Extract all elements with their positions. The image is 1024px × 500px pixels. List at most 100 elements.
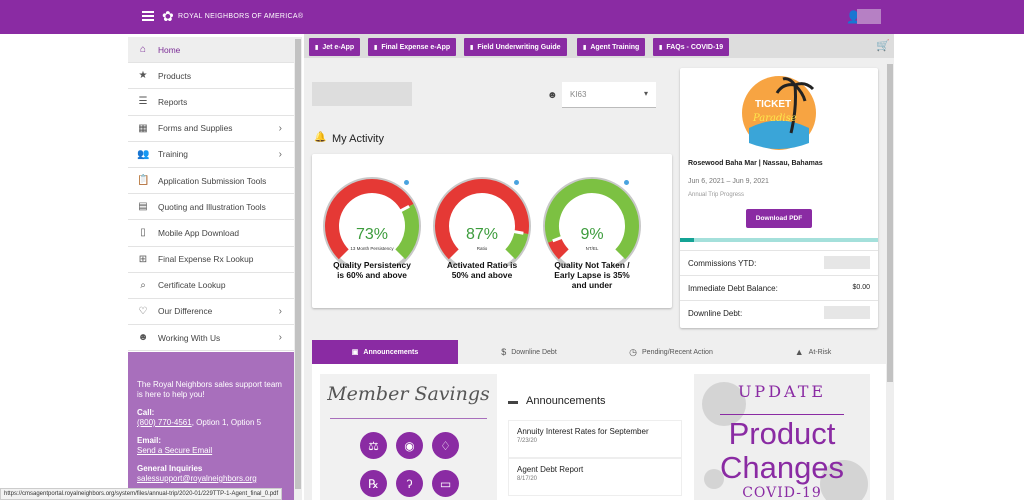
search-icon: ⌕: [140, 279, 146, 291]
secure-email-link[interactable]: Send a Secure Email: [137, 446, 213, 455]
brand-logo[interactable]: ✿ ROYAL NEIGHBORS OF AMERICA®: [162, 8, 304, 24]
chevron-right-icon: ›: [278, 148, 282, 160]
star-icon: ★: [138, 70, 148, 82]
sidebar-scrollbar[interactable]: [294, 37, 302, 500]
sidebar-item-label: Certificate Lookup: [158, 280, 226, 291]
email-label: Email:: [137, 436, 162, 445]
sidebar-item-label: Quoting and Illustration Tools: [158, 201, 266, 212]
sidebar-item-label: Products: [158, 70, 192, 81]
sidebar-item-training[interactable]: 👥 Training ›: [128, 142, 294, 168]
update-text: UPDATE: [737, 382, 827, 401]
tab-at-risk[interactable]: ▲ At-Risk: [794, 347, 832, 357]
gauge-sub: 13 Month Persistency: [350, 246, 394, 251]
main-content: Jet e-App Final Expense e-App Field Unde…: [304, 34, 894, 500]
agent-training-button[interactable]: Agent Training: [577, 38, 646, 56]
people-icon: 👥: [137, 148, 150, 160]
downline-debt-row: Downline Debt:: [680, 300, 878, 325]
user-menu[interactable]: [857, 9, 881, 24]
pill-icon: ℞: [360, 470, 387, 497]
gauge-caption: Quality Persistency is 60% and above: [333, 260, 411, 280]
dollar-icon: $: [501, 347, 507, 357]
sidebar-item-label: Our Difference: [158, 306, 213, 317]
gavel-icon: ⚖: [360, 432, 387, 459]
gauge-caption: Quality Not Taken / Early Lapse is 35% and…: [554, 260, 630, 290]
ear-icon: ʔ: [396, 470, 423, 497]
sidebar-item-label: Mobile App Download: [158, 227, 240, 238]
tooth-icon: ♢: [432, 432, 459, 459]
product-changes-card[interactable]: UPDATE Product Changes COVID-19: [694, 374, 870, 500]
sidebar-item-application-submission-tools[interactable]: 📋 Application Submission Tools: [128, 168, 294, 195]
member-savings-card[interactable]: Member Savings ⚖ ◉ ♢ ℞ ʔ ▭: [320, 374, 497, 500]
sidebar-item-label: Reports: [158, 96, 188, 107]
faqs-covid-button[interactable]: FAQs - COVID-19: [653, 38, 730, 56]
bell-icon: 🔔: [314, 132, 327, 143]
gauge-sub: NT/EL: [585, 246, 599, 251]
sidebar-item-label: Forms and Supplies: [158, 123, 233, 134]
sidebar: ⌂ Home ★ Products ☰ Reports ▦ Forms and Supplie…: [128, 37, 294, 500]
trip-title: Rosewood Baha Mar | Nassau, Bahamas: [688, 160, 823, 167]
virus-graphic: [702, 382, 868, 500]
sidebar-item-label: Final Expense Rx Lookup: [158, 254, 254, 265]
status-bar-url: https://cmsagentportal.royalneighbors.or…: [0, 488, 283, 500]
sidebar-item-our-difference[interactable]: ♡ Our Difference ›: [128, 299, 294, 326]
tab-pending[interactable]: ◷ Pending/Recent Action: [629, 346, 713, 357]
sidebar-item-home[interactable]: ⌂ Home: [128, 37, 294, 64]
download-pdf-button[interactable]: Download PDF: [746, 209, 812, 228]
field-underwriting-guide-button[interactable]: Field Underwriting Guide: [464, 38, 567, 56]
announcement-item[interactable]: Annuity Interest Rates for September 7/23…: [508, 420, 682, 458]
home-icon: ⌂: [139, 44, 147, 56]
debt-balance-row: Immediate Debt Balance: $0.00: [680, 275, 878, 300]
flower-icon: ✿: [162, 8, 175, 24]
info-icon[interactable]: [514, 180, 519, 185]
list-icon: ☰: [138, 96, 148, 108]
phone-icon: ▯: [140, 227, 146, 239]
info-icon[interactable]: [624, 180, 629, 185]
trip-logo: TICKET Paradise: [742, 76, 816, 150]
debt-balance-value: $0.00: [852, 284, 870, 291]
main-scrollbar[interactable]: [886, 60, 894, 500]
gauge-value: 73%: [355, 226, 389, 243]
sidebar-item-quoting-and-illustration-tools[interactable]: ▤ Quoting and Illustration Tools: [128, 194, 294, 221]
info-icon[interactable]: [404, 180, 409, 185]
clock-icon: ◷: [629, 346, 638, 357]
tab-announcements[interactable]: ▣ Announcements: [312, 340, 458, 364]
agent-name: [312, 82, 412, 106]
chat-icon: ▬: [508, 396, 518, 407]
activity-card: 73% 13 Month Persistency Quality Persisten…: [312, 154, 672, 308]
card-icon: ▭: [432, 470, 459, 497]
sidebar-item-mobile-app-download[interactable]: ▯ Mobile App Download: [128, 220, 294, 247]
warning-icon: ▲: [794, 347, 804, 357]
gauge-caption: Activated Ratio is 50% and above: [446, 260, 518, 280]
gauge: 9% NT/EL Quality Not Taken / Early Lapse is…: [542, 176, 642, 290]
grid-icon: ▦: [138, 122, 148, 134]
gauge-value: 87%: [465, 226, 499, 243]
heart-icon: ♡: [138, 305, 148, 317]
phone-link[interactable]: (800) 770-4561: [137, 418, 192, 427]
sidebar-item-products[interactable]: ★ Products: [128, 63, 294, 90]
announcement-item[interactable]: Agent Debt Report 8/17/20: [508, 458, 682, 496]
smile-icon: ☻: [137, 332, 149, 344]
final-expense-eapp-button[interactable]: Final Expense e-App: [368, 38, 457, 56]
cart-icon[interactable]: 🛒: [876, 40, 890, 52]
trip-progress-bar: [680, 238, 878, 242]
agent-select[interactable]: KI63: [562, 82, 656, 108]
member-savings-title: Member Savings: [327, 383, 490, 405]
sidebar-item-final-expense-rx-lookup[interactable]: ⊞ Final Expense Rx Lookup: [128, 247, 294, 273]
general-email-link[interactable]: salessupport@royalneighbors.org: [137, 474, 257, 483]
tab-downline-debt[interactable]: $ Downline Debt: [501, 347, 557, 357]
sidebar-item-reports[interactable]: ☰ Reports: [128, 89, 294, 116]
menu-icon[interactable]: [142, 11, 154, 21]
quick-links-bar: Jet e-App Final Expense e-App Field Unde…: [304, 34, 894, 58]
chevron-right-icon: ›: [278, 122, 282, 134]
gauge-sub: Ratio: [476, 246, 488, 251]
sidebar-item-certificate-lookup[interactable]: ⌕ Certificate Lookup: [128, 273, 294, 299]
call-label: Call:: [137, 408, 155, 417]
tab-content: Member Savings ⚖ ◉ ♢ ℞ ʔ ▭ ▬ Announcemen…: [312, 364, 887, 500]
jet-eapp-button[interactable]: Jet e-App: [309, 38, 361, 56]
sidebar-item-forms-and-supplies[interactable]: ▦ Forms and Supplies ›: [128, 116, 294, 142]
commissions-row: Commissions YTD:: [680, 250, 878, 275]
logo-text-ticket: TICKET: [755, 99, 791, 110]
tabs: ▣ Announcements $ Downline Debt ◷ Pending/R…: [312, 340, 884, 364]
chevron-right-icon: ›: [278, 305, 282, 317]
sidebar-item-working-with-us[interactable]: ☻ Working With Us ›: [128, 325, 294, 352]
